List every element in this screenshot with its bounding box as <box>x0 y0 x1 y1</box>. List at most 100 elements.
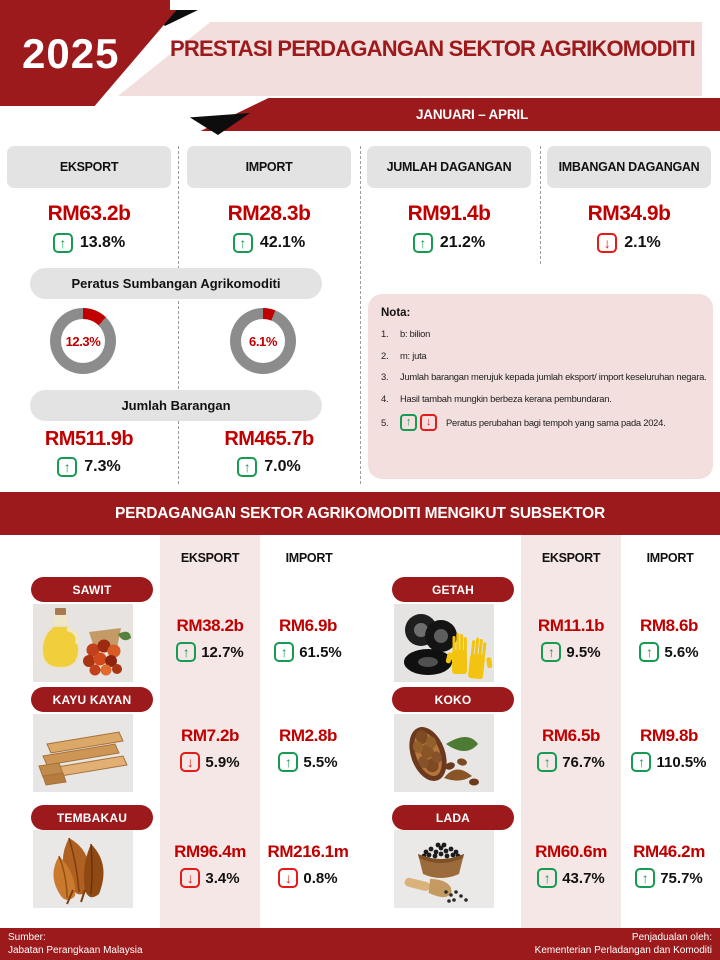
footer-prepared-by: Penjadualan oleh: Kementerian Perladanga… <box>535 931 712 958</box>
change-percent: 3.4% <box>205 869 240 887</box>
value-text: RM6.5b <box>541 726 601 745</box>
title-banner <box>118 22 702 96</box>
change-percent: 61.5% <box>299 643 342 661</box>
up-arrow-icon <box>635 868 656 888</box>
subsector-pill-sawit: SAWIT <box>31 577 153 602</box>
nota-item: b: bilion <box>381 328 700 339</box>
up-arrow-icon <box>274 642 295 662</box>
contribution-title-pill: Peratus Sumbangan Agrikomoditi <box>30 268 322 299</box>
nota-box: Nota: b: bilion m: juta Jumlah barangan … <box>368 294 713 479</box>
nota-list: b: bilion m: juta Jumlah barangan meruju… <box>381 328 707 431</box>
source-name: Jabatan Perangkaan Malaysia <box>8 945 143 956</box>
card-value: RM91.4b <box>407 202 491 225</box>
up-arrow-icon <box>57 457 78 477</box>
jb-value: RM511.9b <box>44 428 134 450</box>
kayu-kayan-eksport-value: RM7.2b 5.9% <box>160 726 260 772</box>
value-text: RM6.9b <box>278 616 338 635</box>
prepared-name: Kementerian Perladangan dan Komoditi <box>534 945 712 956</box>
card-label: IMPORT <box>187 146 351 188</box>
value-text: RM8.6b <box>639 616 699 635</box>
value-text: RM38.2b <box>176 616 244 635</box>
divider-dashed <box>360 146 361 484</box>
column-header-import: IMPORT <box>646 551 694 565</box>
up-arrow-icon <box>232 233 253 253</box>
change-percent: 110.5% <box>656 753 707 771</box>
nota-item-text: Hasil tambah mungkin berbeza kerana pemb… <box>400 392 612 404</box>
card-value: RM34.9b <box>587 202 671 225</box>
up-arrow-icon <box>639 642 660 662</box>
cocoa-pod-image <box>394 714 494 792</box>
tembakau-import-value: RM216.1m 0.8% <box>258 842 358 888</box>
nota-item: m: juta <box>381 350 700 361</box>
koko-import-value: RM9.8b 110.5% <box>619 726 719 772</box>
nota-item-text: Jumlah barangan merujuk kepada jumlah ek… <box>400 371 707 382</box>
period-ribbon: JANUARI – APRIL <box>200 98 720 131</box>
change-percent: 7.0% <box>264 458 301 475</box>
card-label: EKSPORT <box>7 146 171 188</box>
value-text: RM2.8b <box>278 726 338 745</box>
change-percent: 76.7% <box>562 753 605 771</box>
change-percent: 7.3% <box>84 458 121 475</box>
subsector-banner: PERDAGANGAN SEKTOR AGRIKOMODITI MENGIKUT… <box>0 492 720 535</box>
down-arrow-icon <box>597 233 618 253</box>
summary-card-import: IMPORT RM28.3b 42.1% <box>187 146 351 253</box>
card-value: RM63.2b <box>47 202 131 225</box>
kayu-kayan-import-value: RM2.8b 5.5% <box>258 726 358 772</box>
footer-bar: Sumber: Jabatan Perangkaan Malaysia Penj… <box>0 928 720 960</box>
value-text: RM7.2b <box>180 726 240 745</box>
jumlah-barangan-title-pill: Jumlah Barangan <box>30 390 322 421</box>
up-arrow-icon <box>176 642 197 662</box>
change-percent: 75.7% <box>660 869 703 887</box>
donut-value-label: 12.3% <box>65 333 101 349</box>
up-arrow-icon <box>412 233 433 253</box>
down-arrow-icon <box>180 868 201 888</box>
nota-item-legend: Peratus perubahan bagi tempoh yang sama … <box>381 414 700 431</box>
subsector-pill-tembakau: TEMBAKAU <box>31 805 153 830</box>
summary-card-imbangan-dagangan: IMBANGAN DAGANGAN RM34.9b 2.1% <box>547 146 711 253</box>
up-arrow-icon <box>537 752 558 772</box>
change-percent: 5.9% <box>205 753 240 771</box>
tembakau-eksport-value: RM96.4m 3.4% <box>160 842 260 888</box>
card-change: 42.1% <box>187 233 351 253</box>
import-donut-chart: 6.1% <box>230 308 296 374</box>
up-arrow-icon <box>237 457 258 477</box>
nota-item-text: m: juta <box>400 349 427 361</box>
up-arrow-icon <box>631 752 652 772</box>
lada-eksport-value: RM60.6m 43.7% <box>521 842 621 888</box>
change-percent: 42.1% <box>259 234 306 251</box>
jumlah-barangan-eksport: RM511.9b 7.3% <box>7 428 171 477</box>
value-text: RM46.2m <box>633 842 705 861</box>
nota-title: Nota: <box>381 307 411 319</box>
tobacco-leaves-image <box>33 830 133 908</box>
getah-import-value: RM8.6b 5.6% <box>619 616 719 662</box>
change-percent: 5.5% <box>303 753 338 771</box>
period-text: JANUARI – APRIL <box>415 107 528 122</box>
page-title: PRESTASI PERDAGANGAN SEKTOR AGRIKOMODITI <box>170 36 696 61</box>
up-arrow-icon <box>278 752 299 772</box>
up-arrow-icon <box>537 868 558 888</box>
divider-dashed <box>540 146 541 264</box>
nota-item-text: Peratus perubahan bagi tempoh yang sama … <box>446 417 666 428</box>
donut-value-label: 6.1% <box>248 333 278 349</box>
change-percent: 12.7% <box>201 643 244 661</box>
summary-card-jumlah-dagangan: JUMLAH DAGANGAN RM91.4b 21.2% <box>367 146 531 253</box>
card-value: RM28.3b <box>227 202 311 225</box>
change-percent: 2.1% <box>624 234 661 251</box>
subsector-pill-lada: LADA <box>392 805 514 830</box>
down-arrow-icon <box>278 868 299 888</box>
year-badge: 2025 <box>0 10 177 106</box>
top-accent-bar <box>0 0 170 10</box>
change-percent: 21.2% <box>439 234 486 251</box>
value-text: RM11.1b <box>537 616 605 635</box>
change-percent: 5.6% <box>664 643 699 661</box>
value-text: RM216.1m <box>267 842 349 861</box>
sawit-eksport-value: RM38.2b 12.7% <box>160 616 260 662</box>
koko-eksport-value: RM6.5b 76.7% <box>521 726 621 772</box>
subsector-pill-getah: GETAH <box>392 577 514 602</box>
subsector-pill-kayu-kayan: KAYU KAYAN <box>31 687 153 712</box>
footer-source: Sumber: Jabatan Perangkaan Malaysia <box>8 931 143 958</box>
column-header-eksport: EKSPORT <box>180 551 240 565</box>
up-arrow-icon <box>541 642 562 662</box>
down-arrow-icon <box>180 752 201 772</box>
column-header-eksport: EKSPORT <box>541 551 601 565</box>
